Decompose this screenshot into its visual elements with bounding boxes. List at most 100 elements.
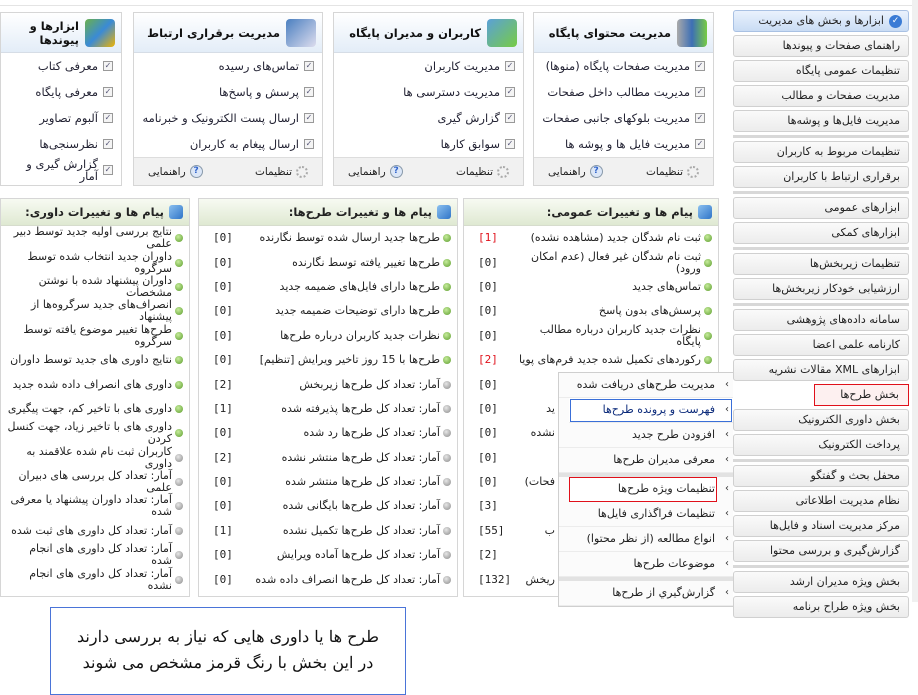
notification-row[interactable]: طرح‌ها دارای فایل‌های ضمیمه جدید [0] (199, 275, 457, 299)
notification-row[interactable]: آمار: تعداد داوران پیشنهاد یا معرفی شده (1, 494, 189, 518)
notification-count[interactable]: [1] (478, 231, 498, 245)
notification-label[interactable]: رکوردهای تکمیل شده جدید فرم‌های پویا (518, 353, 701, 367)
help-link[interactable]: ? راهنمایی (148, 165, 203, 178)
notification-label[interactable]: آمار: تعداد کل طرح‌ها منتشر شده (285, 475, 440, 489)
notification-row[interactable]: نتایج بررسی اولیه جدید توسط دبیر علمی (1, 226, 189, 250)
sidebar-item[interactable]: نظام مدیریت اطلاعاتی (733, 490, 909, 512)
notification-label[interactable]: آمار: تعداد کل داوری های انجام شده (29, 542, 172, 568)
notification-row[interactable]: داوری های با تاخیر کم، جهت پیگیری (1, 397, 189, 421)
module-link[interactable]: ✓ مدیریت مطالب داخل صفحات (534, 79, 713, 105)
notification-row[interactable]: آمار: تعداد کل داوری های انجام شده (1, 543, 189, 567)
notification-row[interactable]: داوران پیشنهاد شده با نوشتن مشخصات (1, 274, 189, 299)
notification-label[interactable]: نظرات جدید کاربران درباره طرح‌ها (280, 328, 440, 342)
refresh-icon[interactable] (169, 205, 183, 219)
notification-row[interactable]: پرسش‌های بدون پاسخ [0] (464, 299, 718, 323)
notification-row[interactable]: طرح‌ها با 15 روز تاخیر ویرایش [تنظیم] [0] (199, 348, 457, 372)
notification-row[interactable]: داوران جدید انتخاب شده توسط سرگروه (1, 250, 189, 274)
notification-row[interactable]: آمار: تعداد کل طرح‌ها منتشر نشده [2] (199, 446, 457, 470)
notification-row[interactable]: آمار: تعداد کل بررسی های دبیران علمی (1, 470, 189, 494)
sidebar-item[interactable]: ابزارهای عمومی (733, 197, 909, 219)
sidebar-item[interactable]: تنظیمات زیربخش‌ها (733, 253, 909, 275)
notification-row[interactable]: آمار: تعداد کل طرح‌ها آماده ویرایش [0] (199, 543, 457, 567)
sidebar-item[interactable]: مدیریت فایل‌ها و پوشه‌ها (733, 110, 909, 132)
module-link[interactable]: ✓ معرفی کتاب (1, 53, 121, 79)
notification-row[interactable]: آمار: تعداد کل طرح‌ها زیربخش [2] (199, 372, 457, 396)
notification-count[interactable]: [0] (478, 255, 498, 269)
notification-label[interactable]: نظرات جدید کاربران درباره مطالب پایگاه (539, 322, 701, 348)
help-link[interactable]: ? راهنمایی (548, 165, 603, 178)
notification-row[interactable]: نظرات جدید کاربران درباره مطالب پایگاه [0… (464, 322, 718, 348)
notification-row[interactable]: انصراف‌های جدید سرگروه‌ها از پیشنهاد (1, 299, 189, 323)
submenu-item[interactable]: › موضوعات طرح‌ها (559, 552, 733, 577)
notification-label[interactable]: آمار: تعداد کل طرح‌ها انصراف داده شده (255, 572, 440, 586)
notification-row[interactable]: داوری های انصراف داده شده جدید (1, 372, 189, 396)
notification-row[interactable]: ثبت نام شدگان جدید (مشاهده نشده) [1] (464, 226, 718, 250)
notification-label[interactable]: طرح‌ها با 15 روز تاخیر ویرایش [تنظیم] (259, 353, 440, 367)
notification-label[interactable]: آمار: تعداد کل طرح‌ها منتشر نشده (281, 450, 440, 464)
notification-label[interactable]: تماس‌های جدید (632, 279, 701, 293)
notification-count[interactable]: [0] (213, 475, 233, 489)
refresh-icon[interactable] (437, 205, 451, 219)
notification-count[interactable]: [0] (213, 328, 233, 342)
sidebar-item[interactable]: مدیریت صفحات و مطالب (733, 85, 909, 107)
settings-link[interactable]: تنظیمات (255, 165, 308, 178)
notification-row[interactable]: رکوردهای تکمیل شده جدید فرم‌های پویا [2] (464, 348, 718, 372)
submenu-item[interactable]: › افزودن طرح جدید (559, 423, 733, 448)
notification-label[interactable]: کاربران ثبت نام شده علاقمند به داوری (26, 444, 172, 470)
notification-count[interactable]: [0] (213, 572, 233, 586)
notification-label[interactable]: داوری های با تاخیر کم، جهت پیگیری (7, 401, 172, 415)
sidebar-item[interactable]: کارنامه علمی اعضا (733, 334, 909, 356)
notification-count[interactable]: [2] (213, 377, 233, 391)
module-link[interactable]: ✓ معرفی پایگاه (1, 79, 121, 105)
notification-row[interactable]: نظرات جدید کاربران درباره طرح‌ها [0] (199, 324, 457, 348)
sidebar-item[interactable]: سامانه داده‌های پژوهشی (733, 309, 909, 331)
module-link[interactable]: ✓ پرسش و پاسخ‌ها (134, 79, 322, 105)
sidebar-item[interactable]: محفل بحث و گفتگو (733, 465, 909, 487)
submenu-item[interactable]: › تنظیمات فراگذاری فایل‌ها (559, 502, 733, 527)
notification-label[interactable]: نتایج داوری های جدید توسط داوران (10, 353, 172, 367)
notification-label[interactable]: طرح‌ها جدید ارسال شده توسط نگارنده (259, 231, 440, 245)
notification-row[interactable]: آمار: تعداد کل طرح‌ها رد شده [0] (199, 421, 457, 445)
sidebar-item[interactable]: برقراری ارتباط با کاربران (733, 166, 909, 188)
submenu-item[interactable]: › معرفی مدیران طرح‌ها (559, 448, 733, 473)
notification-row[interactable]: نتایج داوری های جدید توسط داوران (1, 348, 189, 372)
notification-count[interactable]: [0] (213, 353, 233, 367)
notification-label[interactable]: طرح‌ها تغییر موضوع یافته توسط سرگروه (23, 322, 172, 348)
notification-row[interactable]: آمار: تعداد کل طرح‌ها انصراف داده شده [0] (199, 567, 457, 591)
notification-count[interactable]: [0] (213, 548, 233, 562)
module-link[interactable]: ✓ مدیریت دسترسی ها (334, 79, 523, 105)
notification-label[interactable]: داوری های با تاخیر زیاد، جهت کنسل کردن (7, 420, 173, 446)
notification-count[interactable]: [0] (478, 279, 498, 293)
sidebar-item[interactable]: ✓ ابزارها و بخش های مدیریت (733, 10, 909, 32)
notification-count[interactable]: [0] (478, 377, 498, 391)
module-link[interactable]: ✓ مدیریت بلوکهای جانبی صفحات (534, 105, 713, 131)
notification-label[interactable]: آمار: تعداد کل داوری های ثبت شده (11, 523, 172, 537)
notification-label[interactable]: نتایج بررسی اولیه جدید توسط دبیر علمی (13, 225, 172, 251)
module-link[interactable]: ✓ ارسال پیغام به کاربران (134, 131, 322, 157)
sidebar-item[interactable]: بخش طرح‌ها (814, 384, 909, 406)
refresh-icon[interactable] (698, 205, 712, 219)
notification-label[interactable]: آمار: تعداد کل طرح‌ها پذیرفته شده (281, 401, 440, 415)
notification-count[interactable]: [1] (213, 523, 233, 537)
notification-count[interactable]: [0] (213, 279, 233, 293)
notification-label[interactable]: انصراف‌های جدید سرگروه‌ها از پیشنهاد (30, 298, 172, 324)
sidebar-item[interactable]: بخش ویژه طراح برنامه (733, 596, 909, 618)
notification-label[interactable]: آمار: تعداد کل طرح‌ها رد شده (303, 426, 440, 440)
module-link[interactable]: ✓ مدیریت فایل ها و پوشه ها (534, 131, 713, 157)
notification-row[interactable]: داوری های با تاخیر زیاد، جهت کنسل کردن (1, 421, 189, 445)
module-link[interactable]: ✓ مدیریت کاربران (334, 53, 523, 79)
module-link[interactable]: ✓ ارسال پست الکترونیک و خبرنامه (134, 105, 322, 131)
module-link[interactable]: ✓ آلبوم تصاویر (1, 105, 121, 131)
module-link[interactable]: ✓ گزارش گیری (334, 105, 523, 131)
notification-count[interactable]: [0] (478, 401, 498, 415)
notification-row[interactable]: طرح‌ها تغییر موضوع یافته توسط سرگروه (1, 322, 189, 348)
notification-count[interactable]: [0] (478, 426, 498, 440)
notification-row[interactable]: طرح‌ها تغییر یافته توسط نگارنده [0] (199, 250, 457, 274)
notification-label[interactable]: آمار: تعداد کل داوری های انجام نشده (29, 566, 172, 592)
notification-row[interactable]: ثبت نام شدگان غیر فعال (عدم امکان ورود) [… (464, 250, 718, 274)
submenu-item[interactable]: › فهرست و پرونده طرح‌ها (569, 398, 733, 423)
notification-row[interactable]: آمار: تعداد کل داوری های ثبت شده (1, 519, 189, 543)
notification-count[interactable]: [0] (213, 426, 233, 440)
notification-count[interactable]: [2] (478, 353, 498, 367)
settings-link[interactable]: تنظیمات (456, 165, 509, 178)
